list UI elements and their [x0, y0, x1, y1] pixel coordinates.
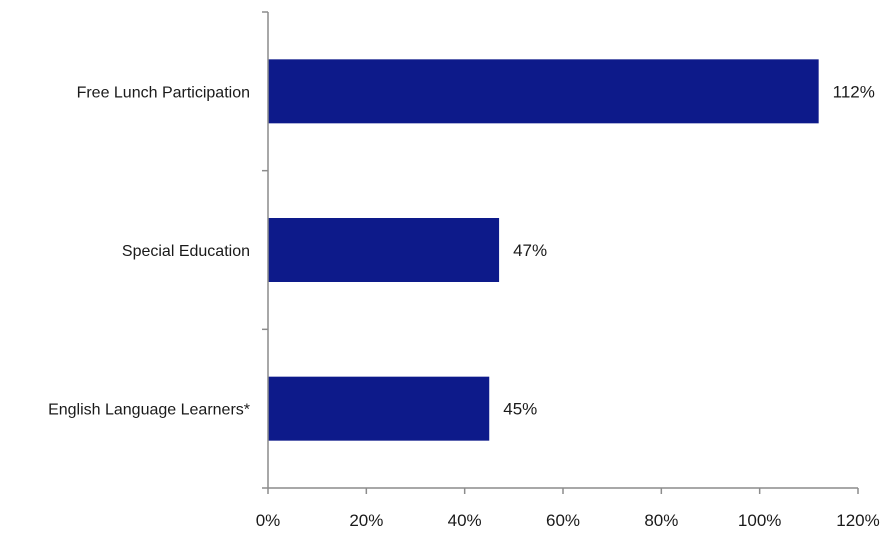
category-label: Free Lunch Participation: [77, 84, 250, 101]
data-label: 47%: [513, 241, 547, 260]
category-labels: Free Lunch Participation Special Educatio…: [48, 84, 250, 418]
bar: [268, 376, 490, 441]
data-labels: 112% 47% 45%: [503, 82, 875, 418]
bar: [268, 59, 819, 124]
bars-group: [268, 59, 819, 441]
x-tick-label: 0%: [256, 511, 281, 530]
axes: 0% 20% 40% 60% 80% 100% 120%: [256, 11, 880, 530]
x-tick-label: 40%: [448, 511, 482, 530]
x-tick-label: 120%: [836, 511, 879, 530]
category-label: Special Education: [122, 243, 250, 260]
x-tick-label: 20%: [349, 511, 383, 530]
data-label: 45%: [503, 400, 537, 419]
x-tick-label: 100%: [738, 511, 781, 530]
data-label: 112%: [833, 82, 875, 101]
bar: [268, 218, 500, 282]
x-tick-label: 80%: [644, 511, 678, 530]
category-label: English Language Learners*: [48, 402, 250, 419]
x-tick-label: 60%: [546, 511, 580, 530]
